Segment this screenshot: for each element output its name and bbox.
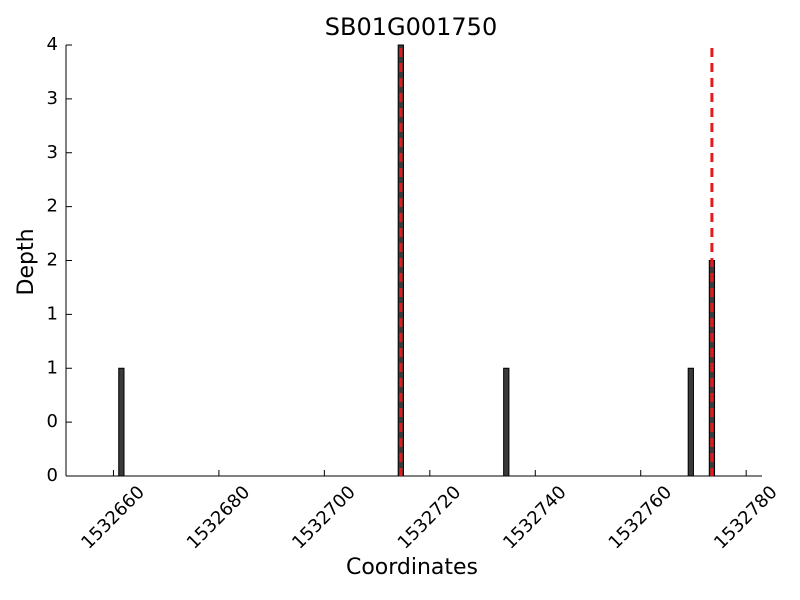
x-tick-label: 1532720 <box>394 482 466 554</box>
x-tick-label: 1532760 <box>605 482 677 554</box>
x-axis-label: Coordinates <box>346 555 478 580</box>
y-tick-label: 0 <box>47 465 58 486</box>
x-tick-label: 1532740 <box>499 482 571 554</box>
y-tick-label: 2 <box>47 250 58 271</box>
y-tick-label: 4 <box>47 34 58 55</box>
x-tick-label: 1532700 <box>288 482 360 554</box>
chart-title: SB01G001750 <box>325 13 497 41</box>
x-tick-label: 1532780 <box>710 482 782 554</box>
bar <box>503 367 510 477</box>
y-tick-label: 2 <box>47 196 58 217</box>
bar <box>687 367 694 477</box>
y-axis-label: Depth <box>14 228 39 295</box>
y-tick-label: 1 <box>47 303 58 324</box>
x-tick-label: 1532680 <box>183 482 255 554</box>
x-tick-label: 1532660 <box>77 482 149 554</box>
y-tick-label: 3 <box>47 142 58 163</box>
y-tick-label: 3 <box>47 88 58 109</box>
bar <box>118 367 125 477</box>
y-tick-label: 0 <box>47 411 58 432</box>
y-tick-label: 1 <box>47 357 58 378</box>
